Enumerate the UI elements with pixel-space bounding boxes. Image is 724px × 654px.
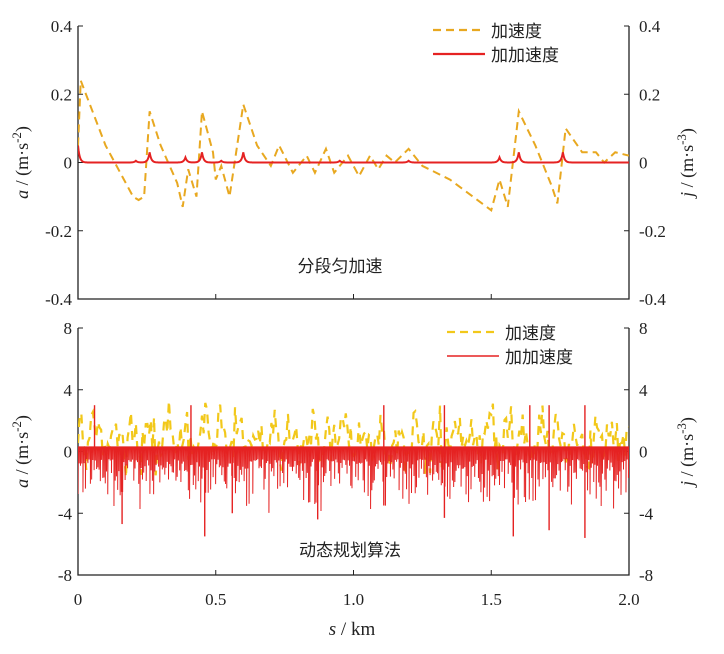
x-tick-label: 2.0 — [618, 590, 639, 609]
jerk-line — [78, 145, 629, 164]
y-tick-label-right: -0.4 — [639, 290, 666, 309]
legend-label-accel: 加速度 — [491, 22, 542, 42]
y-label-paren: ) — [677, 128, 698, 134]
y-axis-label-left: a / (m·s-2) — [9, 415, 33, 488]
legend-label-jerk: 加加速度 — [505, 348, 573, 368]
y-label-paren: ) — [12, 415, 33, 421]
y-axis-label-left: a / (m·s-2) — [9, 126, 33, 199]
y-label-unit: / (m·s — [12, 143, 33, 190]
y-label-exponent: -2 — [9, 421, 24, 432]
y-tick-label-right: 0 — [639, 154, 648, 173]
y-tick-label-left: 0 — [64, 443, 73, 462]
y-tick-label-right: -8 — [639, 566, 653, 585]
x-label-var: s — [329, 619, 336, 640]
y-tick-label-left: -8 — [58, 566, 72, 585]
y-tick-label-left: -0.4 — [45, 290, 72, 309]
y-tick-label-right: -4 — [639, 504, 654, 523]
y-tick-label-right: 0 — [639, 443, 648, 462]
y-tick-label-right: 0.2 — [639, 85, 660, 104]
x-tick-label: 1.0 — [343, 590, 364, 609]
plot-area — [78, 400, 629, 538]
y-label-exponent: -3 — [674, 134, 689, 145]
y-label-unit: / (m·s — [12, 432, 33, 479]
y-tick-label-left: 0.2 — [51, 85, 72, 104]
y-tick-label-left: 4 — [64, 381, 73, 400]
plot-area — [78, 80, 629, 212]
y-tick-label-left: -4 — [58, 504, 73, 523]
x-axis-label: s / km — [329, 619, 376, 640]
panel-annotation: 动态规划算法 — [299, 541, 401, 561]
y-axis-label-right: j / (m·s-3) — [674, 128, 698, 199]
x-label-unit: / km — [336, 619, 375, 640]
y-label-paren: ) — [677, 417, 698, 423]
y-label-var: j — [677, 192, 697, 199]
y-label-exponent: -3 — [674, 423, 689, 434]
y-tick-label-left: 0 — [64, 154, 73, 173]
y-label-unit: / (m·s — [677, 434, 698, 481]
y-label-paren: ) — [12, 126, 33, 132]
legend-label-jerk: 加加速度 — [491, 46, 559, 66]
x-tick-label: 0 — [74, 590, 83, 609]
acceleration-line — [78, 80, 629, 212]
jerk-line — [78, 446, 629, 513]
y-label-var: a — [12, 479, 32, 488]
panel-2: a / (m·s-2)j / (m·s-3)s / km — [9, 327, 698, 640]
y-label-var: a — [12, 190, 32, 199]
y-tick-label-right: -0.2 — [639, 222, 666, 241]
y-tick-label-right: 0.4 — [639, 17, 661, 36]
y-tick-label-right: 8 — [639, 319, 648, 338]
x-tick-label: 0.5 — [205, 590, 226, 609]
y-label-unit: / (m·s — [677, 145, 698, 192]
y-tick-label-left: 8 — [64, 319, 73, 338]
x-tick-label: 1.5 — [481, 590, 502, 609]
y-tick-label-right: 4 — [639, 381, 648, 400]
y-label-var: j — [677, 481, 697, 488]
legend-label-accel: 加速度 — [505, 324, 556, 344]
y-tick-label-left: 0.4 — [51, 17, 73, 36]
y-label-exponent: -2 — [9, 132, 24, 143]
y-tick-label-left: -0.2 — [45, 222, 72, 241]
panel-annotation: 分段匀加速 — [298, 257, 383, 277]
y-axis-label-right: j / (m·s-3) — [674, 417, 698, 488]
panel-1: a / (m·s-2)j / (m·s-3) — [9, 25, 698, 300]
